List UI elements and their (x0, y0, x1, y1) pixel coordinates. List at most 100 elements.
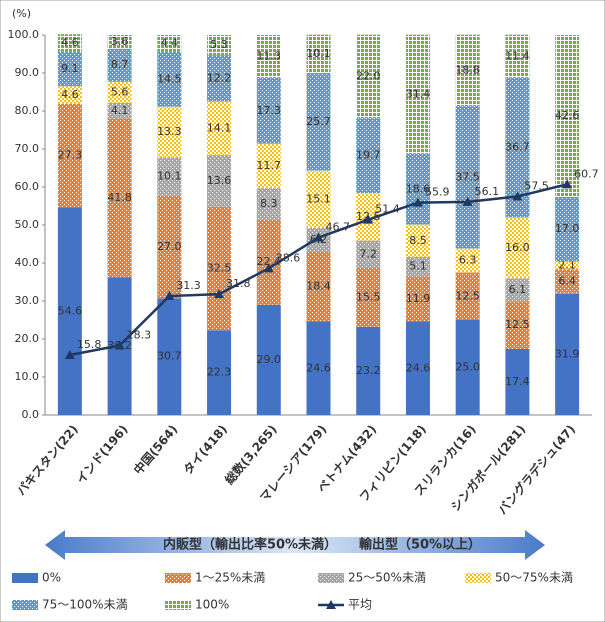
direction-arrow (45, 530, 545, 560)
average-marker (412, 197, 423, 207)
average-label: 51.4 (375, 203, 400, 216)
bar-segment (207, 330, 232, 415)
data-label: 10.1 (306, 47, 331, 60)
legend-marker (326, 600, 336, 609)
bar-segment (157, 195, 182, 299)
bar-segment (455, 272, 480, 320)
bar-segment (256, 77, 281, 144)
bar-segment (505, 278, 530, 302)
bar-segment (405, 256, 430, 277)
data-label: 12.5 (455, 289, 480, 302)
data-label: 31.9 (555, 347, 580, 360)
data-label: 5.1 (409, 260, 427, 273)
average-marker (313, 232, 324, 242)
bar-segment (306, 34, 331, 73)
bar-segment (207, 55, 232, 102)
bar-segment (555, 293, 580, 415)
bar-segment (356, 267, 381, 327)
data-label: 12.5 (505, 318, 530, 331)
legend-label: 25～50%未満 (348, 571, 426, 585)
data-label: 3.6 (111, 35, 129, 48)
average-label: 46.7 (326, 221, 351, 234)
bar-segment (256, 35, 281, 78)
data-label: 29.0 (257, 353, 282, 366)
average-marker (164, 291, 175, 301)
bar-segment (306, 321, 331, 415)
data-label: 18.8 (455, 63, 480, 76)
annotation: 内販型（輸出比率50%未満） (163, 537, 337, 553)
bar-segment (57, 51, 82, 87)
data-label: 8.5 (409, 234, 427, 247)
bar-segment (306, 251, 331, 322)
bar-segment (157, 157, 182, 196)
bar-segment (505, 77, 530, 218)
data-label: 17.0 (555, 222, 580, 235)
data-label: 30.7 (157, 350, 182, 363)
data-label: 14.5 (157, 72, 182, 85)
bar-segment (306, 73, 331, 171)
data-label: 8.3 (260, 197, 278, 210)
average-marker (214, 289, 225, 299)
average-marker (462, 196, 473, 206)
data-label: 18.4 (306, 280, 331, 293)
bar-segment (107, 35, 132, 49)
data-label: 8.7 (111, 58, 129, 71)
data-label: 42.6 (555, 109, 580, 122)
bar-segment (405, 276, 430, 322)
y-tick-label: 100.0 (8, 28, 40, 41)
bar-segment (157, 106, 182, 158)
bar-segment (207, 35, 232, 56)
bar-segment (555, 261, 580, 270)
bar-segment (256, 143, 281, 189)
bar-segment (505, 217, 530, 279)
annotation: 輸出型（50%以上） (359, 537, 481, 553)
y-tick-label: 10.0 (15, 370, 40, 383)
y-tick-label: 40.0 (15, 256, 40, 269)
data-label: 25.7 (306, 115, 331, 128)
data-label: 11.3 (257, 49, 282, 62)
bar-segment (455, 320, 480, 415)
data-label: 13.3 (157, 125, 182, 138)
bar-segment (455, 34, 480, 107)
data-label: 5.6 (111, 85, 129, 98)
data-label: 17.4 (505, 375, 530, 388)
legend-label: 平均 (348, 598, 372, 612)
data-label: 31.4 (406, 87, 431, 100)
data-label: 37.5 (455, 170, 480, 183)
bar-segment (207, 101, 232, 156)
data-label: 54.6 (58, 304, 83, 317)
bar-segment (405, 224, 430, 257)
data-label: 36.7 (505, 141, 530, 154)
data-label: 41.8 (107, 191, 132, 204)
data-label: 22.0 (356, 69, 381, 82)
bar-segment (57, 34, 82, 52)
bar-segment (207, 206, 232, 331)
y-axis-title: (%) (12, 7, 31, 20)
data-label: 11.9 (406, 292, 431, 305)
average-marker (64, 349, 75, 359)
average-label: 18.3 (127, 328, 152, 341)
bar-segment (356, 118, 381, 194)
y-tick-label: 60.0 (15, 180, 40, 193)
y-tick-label: 0.0 (22, 408, 40, 421)
y-tick-label: 70.0 (15, 142, 40, 155)
data-label: 14.1 (207, 121, 232, 134)
y-tick-label: 80.0 (15, 104, 40, 117)
bar-segment (57, 86, 82, 104)
bar-segment (505, 301, 530, 349)
data-label: 27.3 (58, 149, 83, 162)
data-label: 24.6 (406, 361, 431, 374)
bar-segment (306, 170, 331, 229)
data-label: 2.1 (558, 258, 576, 271)
legend-swatch (12, 573, 38, 583)
data-label: 6.4 (558, 275, 576, 288)
data-label: 11.4 (505, 49, 530, 62)
bar-segment (107, 103, 132, 119)
data-label: 4.1 (111, 104, 129, 117)
data-label: 6.3 (459, 254, 477, 267)
bar-segment (555, 269, 580, 294)
data-label: 15.5 (356, 290, 381, 303)
legend-swatch (12, 600, 38, 610)
average-label: 57.5 (524, 180, 549, 193)
bar-segment (157, 35, 182, 52)
